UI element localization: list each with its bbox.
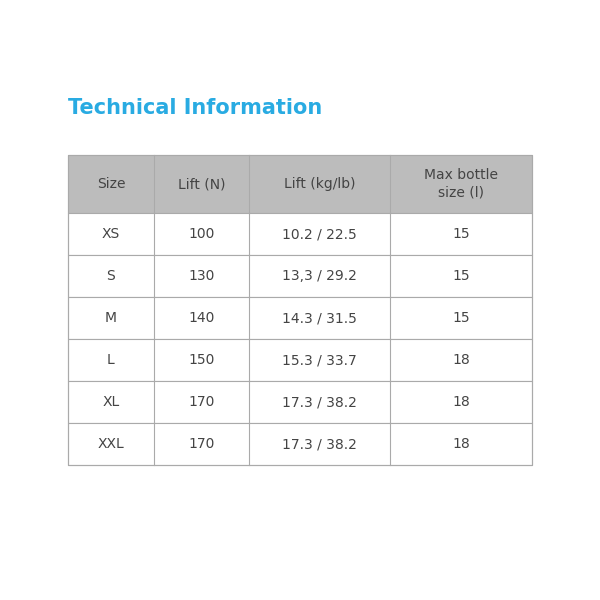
Text: S: S: [107, 269, 115, 283]
Text: 15: 15: [452, 227, 470, 241]
Text: 15.3 / 33.7: 15.3 / 33.7: [283, 353, 357, 367]
Text: Technical Information: Technical Information: [68, 98, 322, 118]
Text: 17.3 / 38.2: 17.3 / 38.2: [282, 437, 357, 451]
Text: Size: Size: [97, 177, 125, 191]
Text: 18: 18: [452, 395, 470, 409]
Text: 14.3 / 31.5: 14.3 / 31.5: [282, 311, 357, 325]
Text: 170: 170: [188, 395, 215, 409]
Text: Max bottle
size (l): Max bottle size (l): [424, 169, 498, 200]
Bar: [68, 381, 532, 423]
Bar: [68, 297, 532, 339]
Text: 15: 15: [452, 311, 470, 325]
Text: 170: 170: [188, 437, 215, 451]
Text: 18: 18: [452, 437, 470, 451]
Text: Lift (kg/lb): Lift (kg/lb): [284, 177, 355, 191]
Bar: [68, 155, 532, 465]
Bar: [68, 255, 532, 297]
Text: M: M: [105, 311, 117, 325]
Text: L: L: [107, 353, 115, 367]
Bar: [68, 423, 532, 465]
Text: 130: 130: [188, 269, 215, 283]
Text: 100: 100: [188, 227, 215, 241]
Text: XXL: XXL: [98, 437, 124, 451]
Text: 150: 150: [188, 353, 215, 367]
Bar: [68, 213, 532, 255]
Text: 18: 18: [452, 353, 470, 367]
Text: XS: XS: [102, 227, 120, 241]
Text: 140: 140: [188, 311, 215, 325]
Text: 10.2 / 22.5: 10.2 / 22.5: [283, 227, 357, 241]
Text: XL: XL: [102, 395, 119, 409]
Text: Lift (N): Lift (N): [178, 177, 225, 191]
Text: 13,3 / 29.2: 13,3 / 29.2: [282, 269, 357, 283]
Bar: [68, 339, 532, 381]
Text: 15: 15: [452, 269, 470, 283]
Text: 17.3 / 38.2: 17.3 / 38.2: [282, 395, 357, 409]
Bar: [68, 155, 532, 213]
